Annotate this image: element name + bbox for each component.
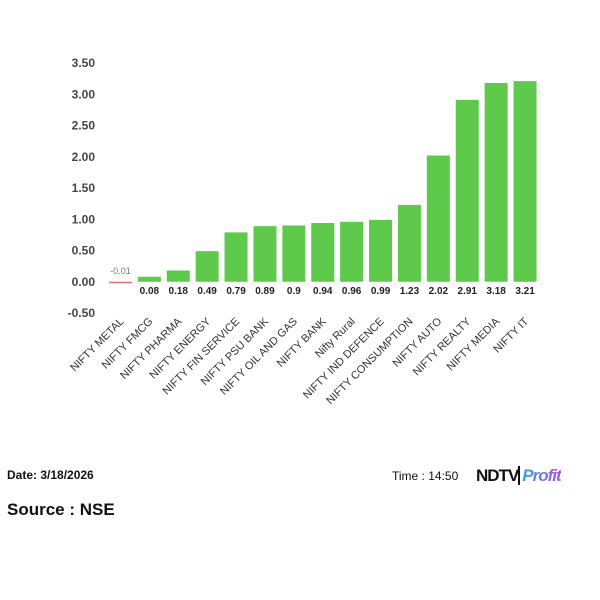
ndtv-profit-logo: NDTV Profit <box>476 466 562 486</box>
y-tick-label: -0.50 <box>68 306 96 320</box>
bar <box>166 270 190 282</box>
bar <box>369 219 393 282</box>
y-tick-label: 1.50 <box>72 181 96 195</box>
bar <box>224 232 248 282</box>
bar <box>484 83 508 282</box>
y-tick-label: 2.50 <box>72 119 96 133</box>
bar <box>340 221 364 282</box>
bar <box>311 223 335 282</box>
bar <box>426 155 450 282</box>
data-label: 0.89 <box>255 286 275 297</box>
bar <box>195 251 219 282</box>
bar <box>397 204 421 282</box>
data-label: -0.01 <box>110 266 131 276</box>
bar-chart: 3.50 3.00 2.50 2.00 1.50 1.00 0.50 0.00 -0.50 -0.… <box>68 56 537 407</box>
bar <box>108 281 132 284</box>
data-label: 0.99 <box>371 286 391 297</box>
data-label: 1.23 <box>400 286 420 297</box>
data-label: 2.02 <box>429 286 449 297</box>
y-tick-label: 2.00 <box>72 150 96 164</box>
y-tick-label: 0.50 <box>72 244 96 258</box>
source-label: Source : NSE <box>7 500 115 519</box>
y-tick-label: 3.50 <box>72 56 96 70</box>
data-label: 0.49 <box>197 286 217 297</box>
y-tick-label: 3.00 <box>72 87 96 101</box>
data-label: 2.91 <box>458 286 478 297</box>
data-label: 0.79 <box>226 286 246 297</box>
logo-ndtv-text: NDTV <box>476 466 519 485</box>
data-label: 0.96 <box>342 286 362 297</box>
bar <box>282 225 306 282</box>
data-label: 0.18 <box>169 286 189 297</box>
bar <box>513 81 537 282</box>
data-label: 3.18 <box>486 286 506 297</box>
y-tick-label: 1.00 <box>72 212 96 226</box>
y-tick-label: 0.00 <box>72 275 96 289</box>
data-label: 0.08 <box>140 286 160 297</box>
logo-profit-text: Profit <box>518 466 562 485</box>
bar <box>253 226 277 282</box>
bar <box>137 276 161 282</box>
date-label: Date: 3/18/2026 <box>7 468 94 482</box>
data-label: 0.94 <box>313 286 333 297</box>
bar <box>455 99 479 282</box>
data-label: 3.21 <box>515 286 535 297</box>
time-label: Time : 14:50 <box>392 469 459 483</box>
data-label: 0.9 <box>287 286 301 297</box>
